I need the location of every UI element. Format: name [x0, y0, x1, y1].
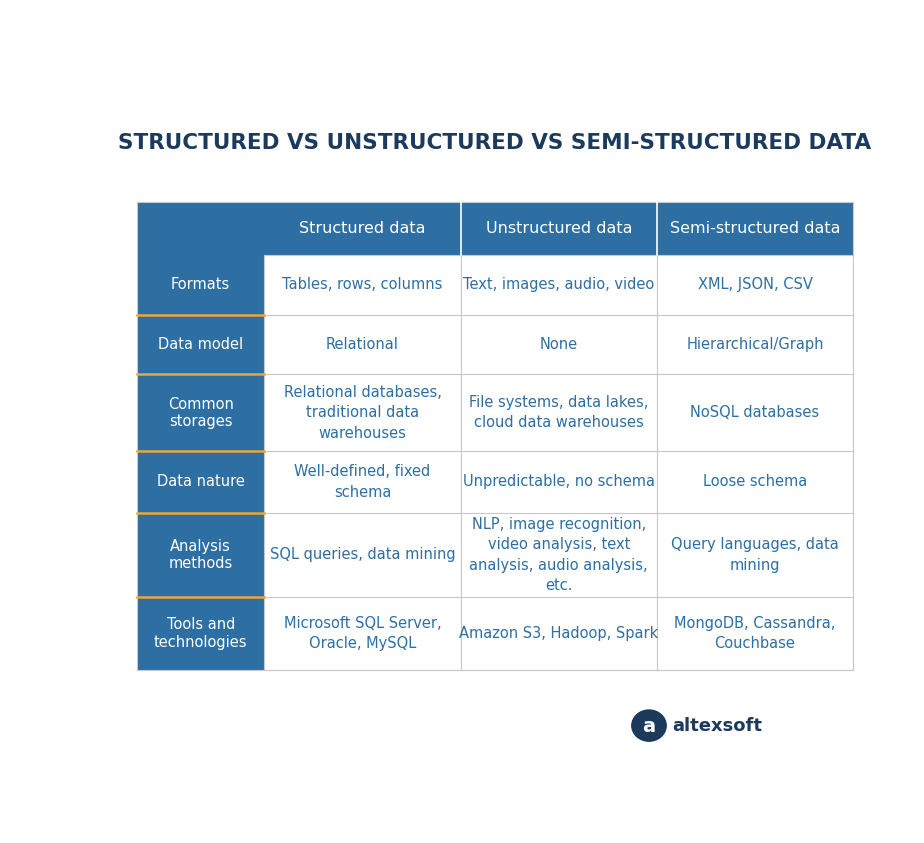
FancyBboxPatch shape [137, 255, 264, 314]
Text: Formats: Formats [171, 277, 230, 293]
Text: Tools and
technologies: Tools and technologies [154, 617, 248, 650]
Text: Relational: Relational [326, 337, 399, 352]
FancyBboxPatch shape [137, 201, 264, 255]
Text: Analysis
methods: Analysis methods [168, 539, 233, 571]
FancyBboxPatch shape [137, 513, 264, 597]
Text: Relational databases,
traditional data
warehouses: Relational databases, traditional data w… [284, 385, 442, 441]
Text: Data model: Data model [158, 337, 243, 352]
Text: Loose schema: Loose schema [703, 475, 807, 490]
Text: None: None [540, 337, 578, 352]
FancyBboxPatch shape [137, 451, 264, 513]
Text: Unstructured data: Unstructured data [485, 221, 632, 236]
Text: STRUCTURED VS UNSTRUCTURED VS SEMI-STRUCTURED DATA: STRUCTURED VS UNSTRUCTURED VS SEMI-STRUC… [118, 133, 871, 153]
Text: MongoDB, Cassandra,
Couchbase: MongoDB, Cassandra, Couchbase [675, 615, 835, 651]
Text: NoSQL databases: NoSQL databases [690, 405, 820, 420]
FancyBboxPatch shape [657, 201, 853, 255]
Text: Microsoft SQL Server,
Oracle, MySQL: Microsoft SQL Server, Oracle, MySQL [284, 615, 442, 651]
Text: NLP, image recognition,
video analysis, text
analysis, audio analysis,
etc.: NLP, image recognition, video analysis, … [469, 517, 648, 593]
Text: Well-defined, fixed
schema: Well-defined, fixed schema [295, 464, 431, 500]
Text: File systems, data lakes,
cloud data warehouses: File systems, data lakes, cloud data war… [469, 395, 649, 431]
FancyBboxPatch shape [137, 374, 264, 451]
Text: Semi-structured data: Semi-structured data [670, 221, 840, 236]
Text: Data nature: Data nature [157, 475, 245, 490]
FancyBboxPatch shape [264, 201, 461, 255]
FancyBboxPatch shape [137, 597, 264, 670]
Text: Amazon S3, Hadoop, Spark: Amazon S3, Hadoop, Spark [459, 626, 659, 641]
Text: Query languages, data
mining: Query languages, data mining [671, 537, 839, 572]
Text: XML, JSON, CSV: XML, JSON, CSV [698, 277, 812, 293]
Text: a: a [642, 717, 655, 736]
FancyBboxPatch shape [137, 314, 264, 374]
Circle shape [632, 710, 666, 741]
Text: Hierarchical/Graph: Hierarchical/Graph [687, 337, 823, 352]
Text: altexsoft: altexsoft [672, 717, 762, 734]
Text: SQL queries, data mining: SQL queries, data mining [270, 547, 456, 562]
Text: Text, images, audio, video: Text, images, audio, video [463, 277, 654, 293]
Text: Tables, rows, columns: Tables, rows, columns [283, 277, 443, 293]
Text: Unpredictable, no schema: Unpredictable, no schema [463, 475, 655, 490]
FancyBboxPatch shape [461, 201, 657, 255]
Text: Common
storages: Common storages [168, 396, 234, 429]
Text: Structured data: Structured data [299, 221, 426, 236]
